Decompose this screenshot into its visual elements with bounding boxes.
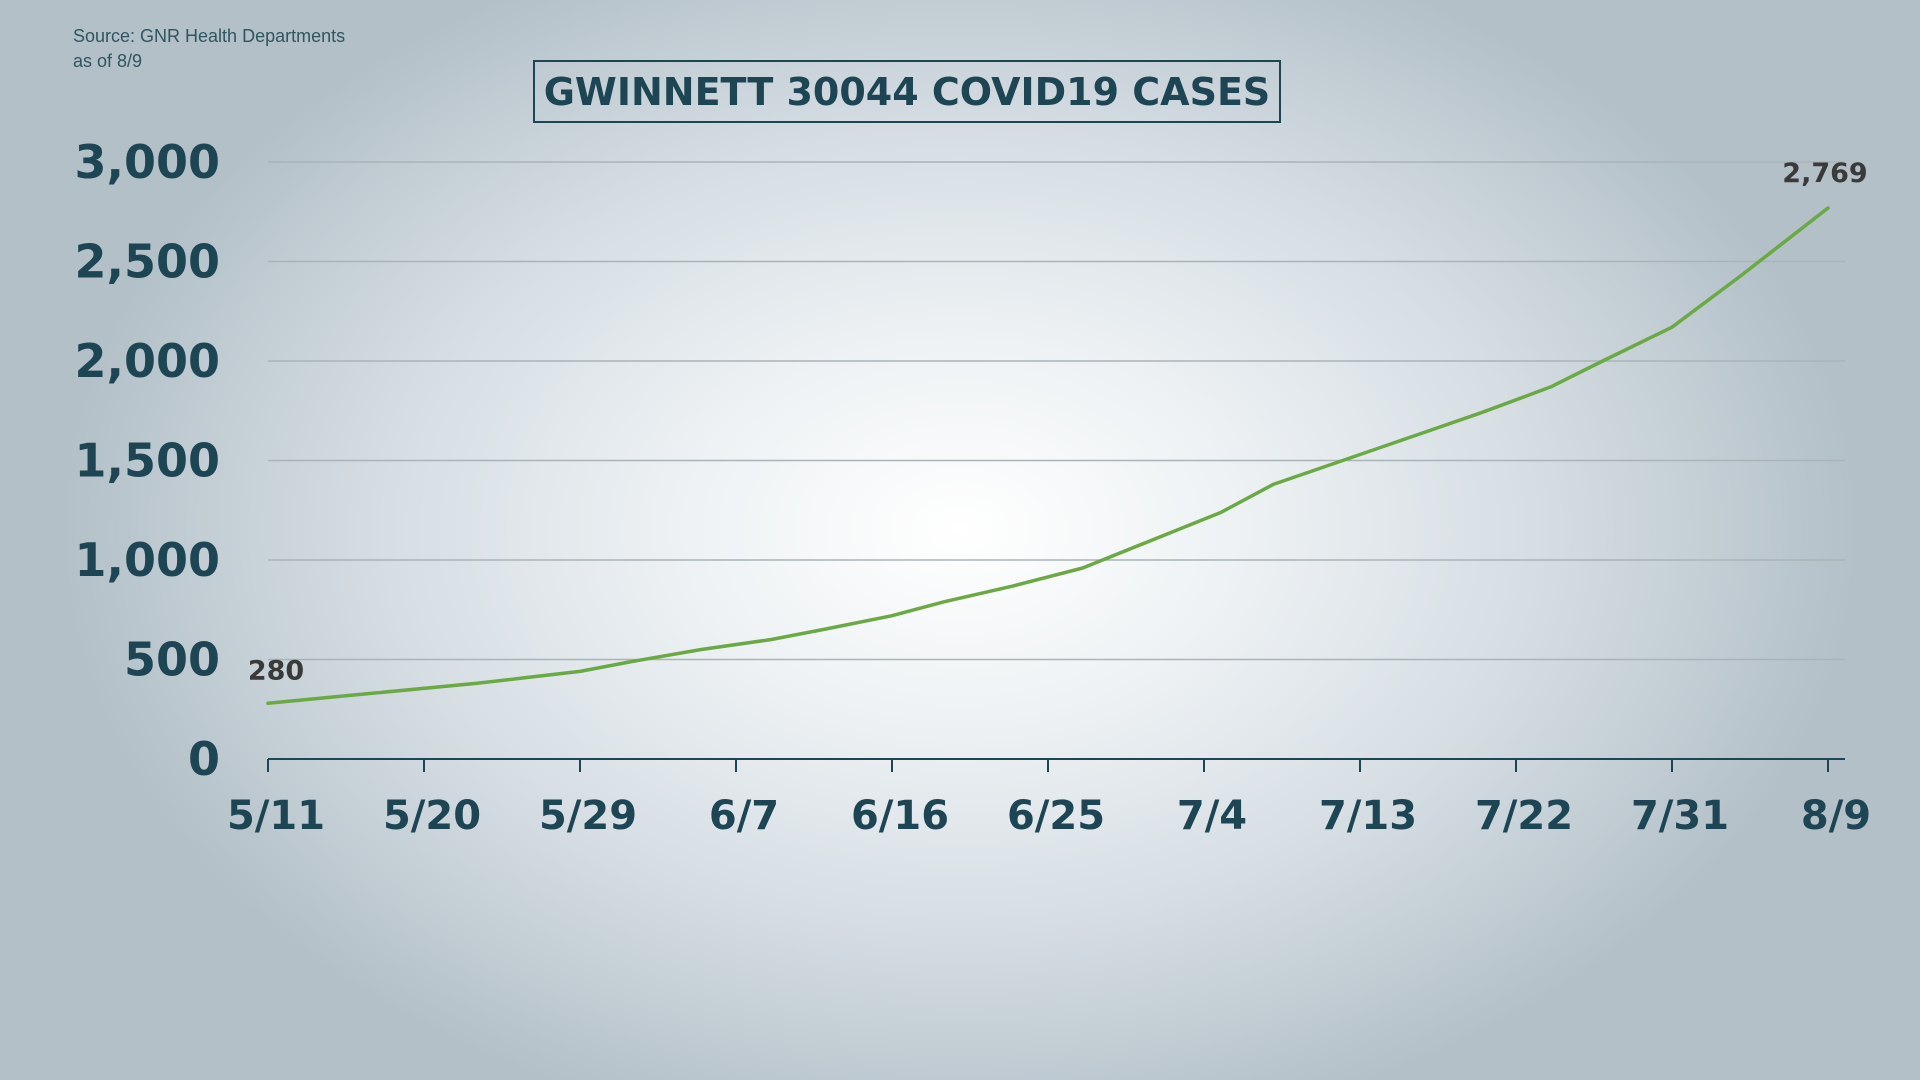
y-axis-labels: 0 500 1,000 1,500 2,000 2,500 3,000 <box>74 135 220 786</box>
x-axis <box>267 758 1845 772</box>
y-tick-label: 2,500 <box>74 235 220 289</box>
x-tick-label: 7/22 <box>1475 793 1573 839</box>
source-line: Source: GNR Health Departments <box>73 26 346 46</box>
x-tick-label: 6/25 <box>1007 793 1105 839</box>
series <box>266 206 1830 706</box>
y-tick-label: 2,000 <box>74 334 220 388</box>
source-note: Source: GNR Health Departments as of 8/9 <box>73 24 345 74</box>
y-tick-label: 1,500 <box>74 434 220 488</box>
x-tick-label: 5/20 <box>383 793 481 839</box>
data-label: 2,769 <box>1782 158 1867 189</box>
x-axis-labels: 5/11 5/20 5/29 6/7 6/16 6/25 7/4 7/13 7/22 7/31 8/… <box>227 793 1871 839</box>
y-tick-label: 0 <box>188 732 220 786</box>
y-tick-label: 3,000 <box>74 135 220 189</box>
chart-title-box: GWINNETT 30044 COVID19 CASES <box>533 60 1281 123</box>
data-labels: 280 2,769 <box>248 158 1868 686</box>
series-line <box>266 206 1830 706</box>
x-tick-label: 7/31 <box>1631 793 1729 839</box>
x-tick-label: 7/4 <box>1177 793 1247 839</box>
x-tick-label: 6/7 <box>709 793 779 839</box>
data-label: 280 <box>248 655 304 686</box>
chart-title: GWINNETT 30044 COVID19 CASES <box>543 69 1271 114</box>
x-tick-label: 8/9 <box>1801 793 1871 839</box>
x-tick-label: 7/13 <box>1319 793 1417 839</box>
as-of-line: as of 8/9 <box>73 51 143 71</box>
x-tick-label: 5/11 <box>227 793 325 839</box>
y-tick-label: 1,000 <box>74 533 220 587</box>
x-tick-label: 5/29 <box>539 793 637 839</box>
y-tick-label: 500 <box>124 633 220 687</box>
gridlines <box>268 161 1845 661</box>
x-tick-label: 6/16 <box>851 793 949 839</box>
